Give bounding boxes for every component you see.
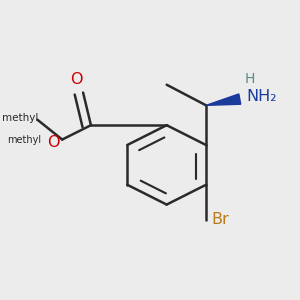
Text: Br: Br (212, 212, 230, 227)
Text: methyl: methyl (7, 135, 41, 145)
Text: O: O (70, 72, 83, 87)
Text: NH₂: NH₂ (246, 89, 277, 104)
Polygon shape (206, 94, 241, 105)
Text: O: O (47, 135, 60, 150)
Text: methyl: methyl (2, 113, 39, 123)
Text: H: H (245, 71, 255, 85)
